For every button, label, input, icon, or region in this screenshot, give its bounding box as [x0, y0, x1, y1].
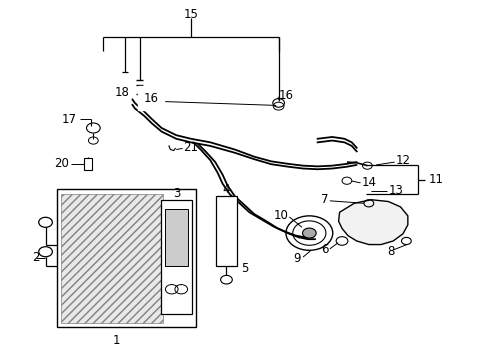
Text: 13: 13: [387, 184, 403, 197]
Text: 5: 5: [241, 262, 248, 275]
Text: 19: 19: [147, 93, 162, 106]
Bar: [61, 194, 163, 323]
Bar: [83, 158, 92, 170]
Text: 15: 15: [183, 8, 198, 21]
Text: 14: 14: [361, 176, 376, 189]
Polygon shape: [338, 200, 407, 244]
Text: 16: 16: [146, 90, 162, 103]
Text: 2: 2: [32, 251, 40, 264]
Text: 7: 7: [321, 193, 328, 206]
Text: 4: 4: [222, 183, 230, 196]
Circle shape: [302, 228, 316, 238]
Text: 20: 20: [54, 157, 69, 170]
Text: 18: 18: [114, 86, 129, 99]
Text: 9: 9: [293, 252, 300, 265]
Text: 16: 16: [278, 89, 293, 102]
Text: 17: 17: [61, 113, 76, 126]
Text: 6: 6: [321, 243, 328, 256]
Text: 12: 12: [395, 154, 410, 167]
Text: 10: 10: [274, 209, 288, 222]
Text: 8: 8: [386, 244, 394, 257]
Text: 1: 1: [113, 334, 120, 347]
Text: 16: 16: [143, 92, 158, 105]
Text: 21: 21: [183, 141, 198, 154]
Bar: [57, 189, 195, 327]
Text: 11: 11: [428, 173, 443, 186]
Bar: [160, 200, 192, 315]
Bar: [165, 209, 187, 266]
Text: 3: 3: [172, 187, 180, 200]
Bar: [216, 196, 236, 266]
